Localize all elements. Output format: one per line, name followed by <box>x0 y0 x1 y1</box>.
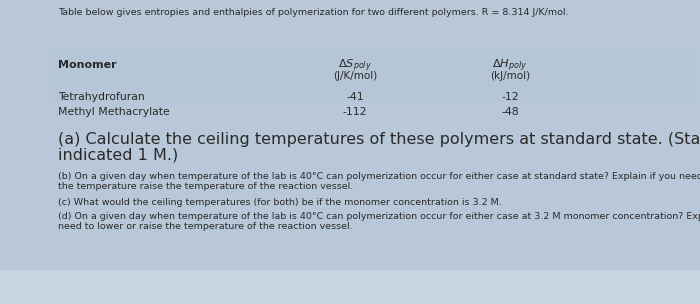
Text: $\Delta S_{poly}$: $\Delta S_{poly}$ <box>338 58 372 74</box>
Text: indicated 1 M.): indicated 1 M.) <box>58 148 178 163</box>
Text: the temperature raise the temperature of the reaction vessel.: the temperature raise the temperature of… <box>58 182 354 191</box>
Bar <box>53 52 695 102</box>
Bar <box>0 270 700 304</box>
Text: (d) On a given day when temperature of the lab is 40°C can polymerization occur : (d) On a given day when temperature of t… <box>58 212 700 221</box>
Text: -41: -41 <box>346 92 364 102</box>
Text: (J/K/mol): (J/K/mol) <box>333 71 377 81</box>
Text: $\Delta H_{poly}$: $\Delta H_{poly}$ <box>492 58 528 74</box>
Text: need to lower or raise the temperature of the reaction vessel.: need to lower or raise the temperature o… <box>58 222 353 231</box>
Text: Monomer: Monomer <box>58 60 117 70</box>
Text: Table below gives entropies and enthalpies of polymerization for two different p: Table below gives entropies and enthalpi… <box>58 8 568 17</box>
Text: -12: -12 <box>501 92 519 102</box>
Text: (kJ/mol): (kJ/mol) <box>490 71 530 81</box>
Text: Methyl Methacrylate: Methyl Methacrylate <box>58 107 169 117</box>
Text: -48: -48 <box>501 107 519 117</box>
Text: (b) On a given day when temperature of the lab is 40°C can polymerization occur : (b) On a given day when temperature of t… <box>58 172 700 181</box>
Text: (c) What would the ceiling temperatures (for both) be if the monomer concentrati: (c) What would the ceiling temperatures … <box>58 198 502 207</box>
Text: -112: -112 <box>343 107 368 117</box>
Text: Tetrahydrofuran: Tetrahydrofuran <box>58 92 145 102</box>
Text: (a) Calculate the ceiling temperatures of these polymers at standard state. (Sta: (a) Calculate the ceiling temperatures o… <box>58 132 700 147</box>
